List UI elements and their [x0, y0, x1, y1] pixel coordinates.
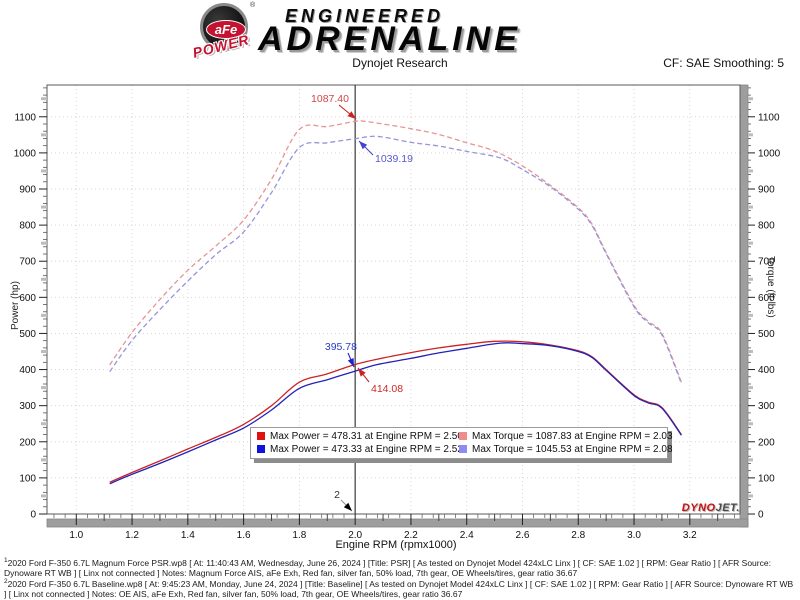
- legend-swatch-lightblue: [459, 445, 467, 453]
- svg-text:2.2: 2.2: [404, 530, 418, 541]
- run-info-baseline: 22020 Ford F-350 6.7L Baseline.wp8 [ At:…: [4, 578, 794, 599]
- afe-logo-text: aFe: [214, 22, 238, 37]
- svg-text:800: 800: [758, 221, 775, 232]
- svg-text:0: 0: [758, 510, 764, 521]
- dynojet-watermark: DYNOJET.: [681, 502, 740, 514]
- svg-text:2.0: 2.0: [348, 530, 362, 541]
- curve-torque-baseline: [109, 135, 683, 384]
- svg-text:600: 600: [758, 293, 775, 304]
- legend-item-max-power-psr: Max Power = 478.31 at Engine RPM = 2.50: [257, 431, 463, 442]
- right-axis-title: Torque (ft-lbs): [765, 256, 776, 318]
- svg-text:395.78: 395.78: [325, 341, 357, 353]
- svg-text:1000: 1000: [14, 148, 37, 159]
- footnote-marker-1: 1: [4, 557, 8, 564]
- run-info-psr: 12020 Ford F-350 6.7L Magnum Force PSR.w…: [4, 557, 771, 578]
- svg-text:900: 900: [758, 185, 775, 196]
- plot-frame: [46, 84, 741, 515]
- svg-text:0: 0: [30, 510, 36, 521]
- adrenaline-wordmark: ADRENALINE: [258, 20, 521, 58]
- svg-text:1087.40: 1087.40: [311, 93, 349, 105]
- svg-text:200: 200: [758, 437, 775, 448]
- svg-text:400: 400: [19, 365, 36, 376]
- scroll-bands: [46, 84, 749, 528]
- report-subtitle: Dynojet Research: [352, 56, 448, 70]
- svg-text:300: 300: [19, 401, 36, 412]
- x-axis-title: Engine RPM (rpmx1000): [335, 539, 457, 551]
- dyno-chart[interactable]: 1.0 1.2 1.4 1.6 1.8 2.0 2.2 2.4 2.6 2.8 3.0 3.2 0 0 10…: [0, 78, 800, 556]
- axes: 1.0 1.2 1.4 1.6 1.8 2.0 2.2 2.4 2.6 2.8 3.0 3.2 0 0 10…: [14, 87, 781, 541]
- svg-text:1039.19: 1039.19: [375, 153, 413, 165]
- svg-text:1000: 1000: [758, 148, 781, 159]
- curve-power-baseline: [109, 342, 682, 485]
- legend-swatch-blue: [257, 445, 265, 453]
- svg-text:1.8: 1.8: [292, 530, 306, 541]
- cursor-annotations: 1087.40 1039.19 395.78 414.08 2: [311, 93, 413, 512]
- svg-text:2.6: 2.6: [516, 530, 530, 541]
- legend-item-max-torque-baseline: Max Torque = 1045.53 at Engine RPM = 2.0…: [459, 444, 673, 455]
- afe-logo-circle: aFe: [200, 3, 248, 51]
- svg-text:3.0: 3.0: [627, 530, 641, 541]
- svg-text:500: 500: [19, 329, 36, 340]
- svg-text:1.0: 1.0: [69, 530, 83, 541]
- smoothing-setting-label: CF: SAE Smoothing: 5: [663, 56, 784, 70]
- chart-legend: Max Power = 478.31 at Engine RPM = 2.50 …: [250, 427, 673, 459]
- left-axis-title: Power (hp): [10, 281, 21, 330]
- svg-text:200: 200: [19, 437, 36, 448]
- svg-text:1100: 1100: [14, 112, 36, 123]
- legend-swatch-red: [257, 432, 265, 440]
- svg-text:300: 300: [758, 401, 775, 412]
- svg-text:2.4: 2.4: [460, 530, 474, 541]
- svg-text:2: 2: [334, 489, 340, 501]
- svg-text:2.8: 2.8: [571, 530, 585, 541]
- svg-text:700: 700: [758, 257, 775, 268]
- footnote-marker-2: 2: [4, 578, 8, 585]
- svg-text:1.2: 1.2: [125, 530, 139, 541]
- curve-torque-psr: [109, 120, 683, 383]
- svg-text:100: 100: [19, 473, 36, 484]
- svg-text:414.08: 414.08: [371, 383, 403, 395]
- svg-text:800: 800: [19, 221, 36, 232]
- series-curves: [109, 120, 683, 485]
- svg-text:900: 900: [19, 185, 36, 196]
- svg-text:3.2: 3.2: [683, 530, 697, 541]
- legend-item-max-power-baseline: Max Power = 473.33 at Engine RPM = 2.52: [257, 444, 463, 455]
- legend-swatch-salmon: [459, 432, 467, 440]
- svg-text:400: 400: [758, 365, 775, 376]
- svg-text:1.4: 1.4: [181, 530, 195, 541]
- legend-item-max-torque-psr: Max Torque = 1087.83 at Engine RPM = 2.0…: [459, 431, 673, 442]
- svg-text:1.6: 1.6: [237, 530, 251, 541]
- curve-power-psr: [109, 340, 682, 483]
- svg-text:500: 500: [758, 329, 775, 340]
- svg-text:1100: 1100: [758, 112, 780, 123]
- afe-power-logo: aFe ® POWER: [191, 2, 258, 61]
- svg-text:100: 100: [758, 473, 775, 484]
- afe-logo-oval: aFe: [206, 20, 246, 39]
- svg-text:700: 700: [19, 257, 36, 268]
- registered-mark: ®: [250, 2, 256, 9]
- svg-text:600: 600: [19, 293, 36, 304]
- engineered-wordmark: ENGINEERED: [285, 6, 445, 26]
